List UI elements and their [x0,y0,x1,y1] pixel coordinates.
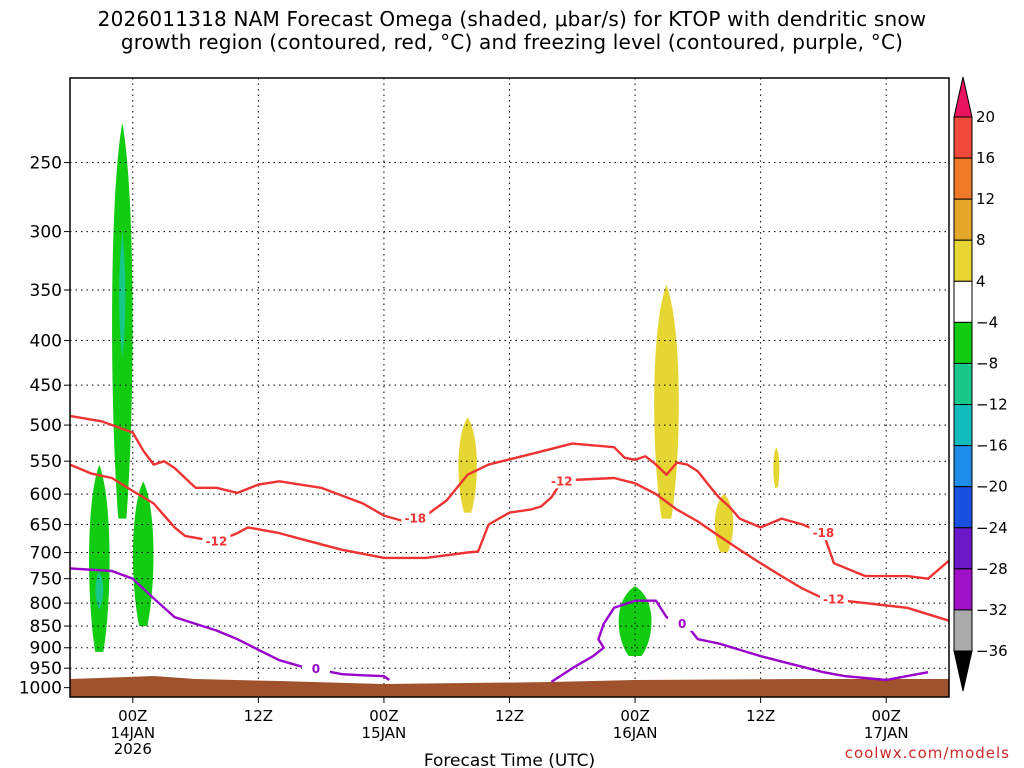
y-tick-label-500: 500 [30,416,62,436]
contour-label-freezing-level-east-0: 0 [678,617,686,631]
colorbar-label-12: −32 [976,601,1008,619]
contour-label-freezing-level-0: 0 [312,662,320,676]
x-axis-label: Forecast Time (UTC) [424,751,595,768]
colorbar-label-6: −8 [976,354,998,372]
colorbar-label-9: −20 [976,478,1008,496]
colorbar-label-0: 20 [976,108,995,126]
colorbar-box-9 [953,486,973,529]
colorbar-box-7 [953,404,973,447]
x-tick-label-18: 12Z [244,707,273,725]
colorbar-label-1: 16 [976,149,995,167]
contour-label-bg-snow-growth-lower-1 [547,473,576,489]
colorbar-box-6 [953,362,973,406]
omega-yellow-column-16jan [654,284,679,519]
y-tick-label-400: 400 [30,332,62,352]
colorbar-box-5 [953,321,973,364]
colorbar-label-7: −12 [976,396,1008,414]
y-tick-label-750: 750 [30,570,62,590]
omega-green-column-3 [132,481,154,627]
colorbar-label-2: 12 [976,190,995,208]
chart-title-line1: 2026011318 NAM Forecast Omega (shaded, μ… [97,7,927,31]
y-tick-label-650: 650 [30,515,62,535]
y-tick-label-250: 250 [30,154,62,174]
colorbar-box-10 [953,527,973,570]
contour-label-snow-growth-lower-1: -12 [551,474,573,488]
colorbar-box-1 [953,157,973,200]
omega-yellow-blob-15jan [458,417,477,513]
y-tick-label-550: 550 [30,452,62,472]
colorbar-box-4 [953,280,973,323]
y-tick-label-1000: 1000 [19,679,62,699]
x-tick-sublabel2-6: 2026 [114,740,152,758]
y-tick-label-800: 800 [30,594,62,614]
y-tick-label-450: 450 [30,376,62,396]
contour-label-bg-snow-growth-lower-0 [202,533,231,549]
contour-snow-growth-lower [69,463,950,622]
contour-label-bg-snow-growth-upper-1 [809,525,838,541]
x-tick-label-6: 00Z [118,707,147,725]
colorbar-label-4: 4 [976,272,986,290]
colorbar-label-8: −16 [976,437,1008,455]
ground-surface [70,676,949,697]
x-tick-label-66: 12Z [746,707,775,725]
chart-title: 2026011318 NAM Forecast Omega (shaded, μ… [0,8,1024,54]
contour-label-snow-growth-upper-1: -18 [813,526,835,540]
y-tick-label-850: 850 [30,617,62,637]
y-tick-label-300: 300 [30,223,62,243]
y-tick-label-700: 700 [30,544,62,564]
contour-label-bg-freezing-level-east-0 [668,615,697,631]
colorbar-box-12 [953,609,973,652]
omega-green-column-2 [89,464,110,652]
x-tick-label-78: 00Z [872,707,901,725]
y-tick-label-950: 950 [30,659,62,679]
colorbar-box-3 [953,239,973,282]
credit-link[interactable]: coolwx.com/models [844,744,1010,762]
contour-label-snow-growth-lower-0: -12 [206,535,228,549]
x-tick-label-42: 12Z [495,707,524,725]
contour-label-snow-growth-lower-2: -12 [823,593,845,607]
colorbar-top-arrow [953,76,973,118]
colorbar-label-5: −4 [976,313,998,331]
colorbar-label-3: 8 [976,231,986,249]
x-tick-sublabel-30: 15JAN [362,724,407,742]
x-tick-label-54: 00Z [620,707,649,725]
omega-yellow-blob-tiny [773,447,780,488]
y-tick-label-350: 350 [30,281,62,301]
colorbar-box-11 [953,568,973,611]
x-tick-label-30: 00Z [369,707,398,725]
x-tick-sublabel-78: 17JAN [864,724,909,742]
colorbar-label-13: −36 [976,642,1008,660]
omega-yellow-blob-small [714,494,734,553]
omega-teal-core-2 [95,571,104,611]
y-tick-label-600: 600 [30,485,62,505]
contour-label-bg-snow-growth-lower-2 [819,591,848,607]
y-tick-label-900: 900 [30,639,62,659]
omega-teal-core-1 [119,231,126,360]
colorbar-label-10: −24 [976,519,1008,537]
contour-freezing-level [69,567,390,681]
colorbar-bottom-arrow [953,650,973,692]
colorbar-label-11: −28 [976,560,1008,578]
contour-label-bg-snow-growth-upper-0 [401,510,430,526]
colorbar-box-2 [953,198,973,241]
colorbar-box-0 [953,116,973,159]
colorbar-box-8 [953,445,973,488]
contour-snow-growth-upper [69,414,950,580]
x-tick-sublabel-54: 16JAN [613,724,658,742]
contour-label-snow-growth-upper-0: -18 [404,512,426,526]
x-tick-sublabel-6: 14JAN [110,724,155,742]
contour-label-bg-freezing-level-0 [301,661,330,677]
chart-title-line2: growth region (contoured, red, °C) and f… [120,30,904,54]
